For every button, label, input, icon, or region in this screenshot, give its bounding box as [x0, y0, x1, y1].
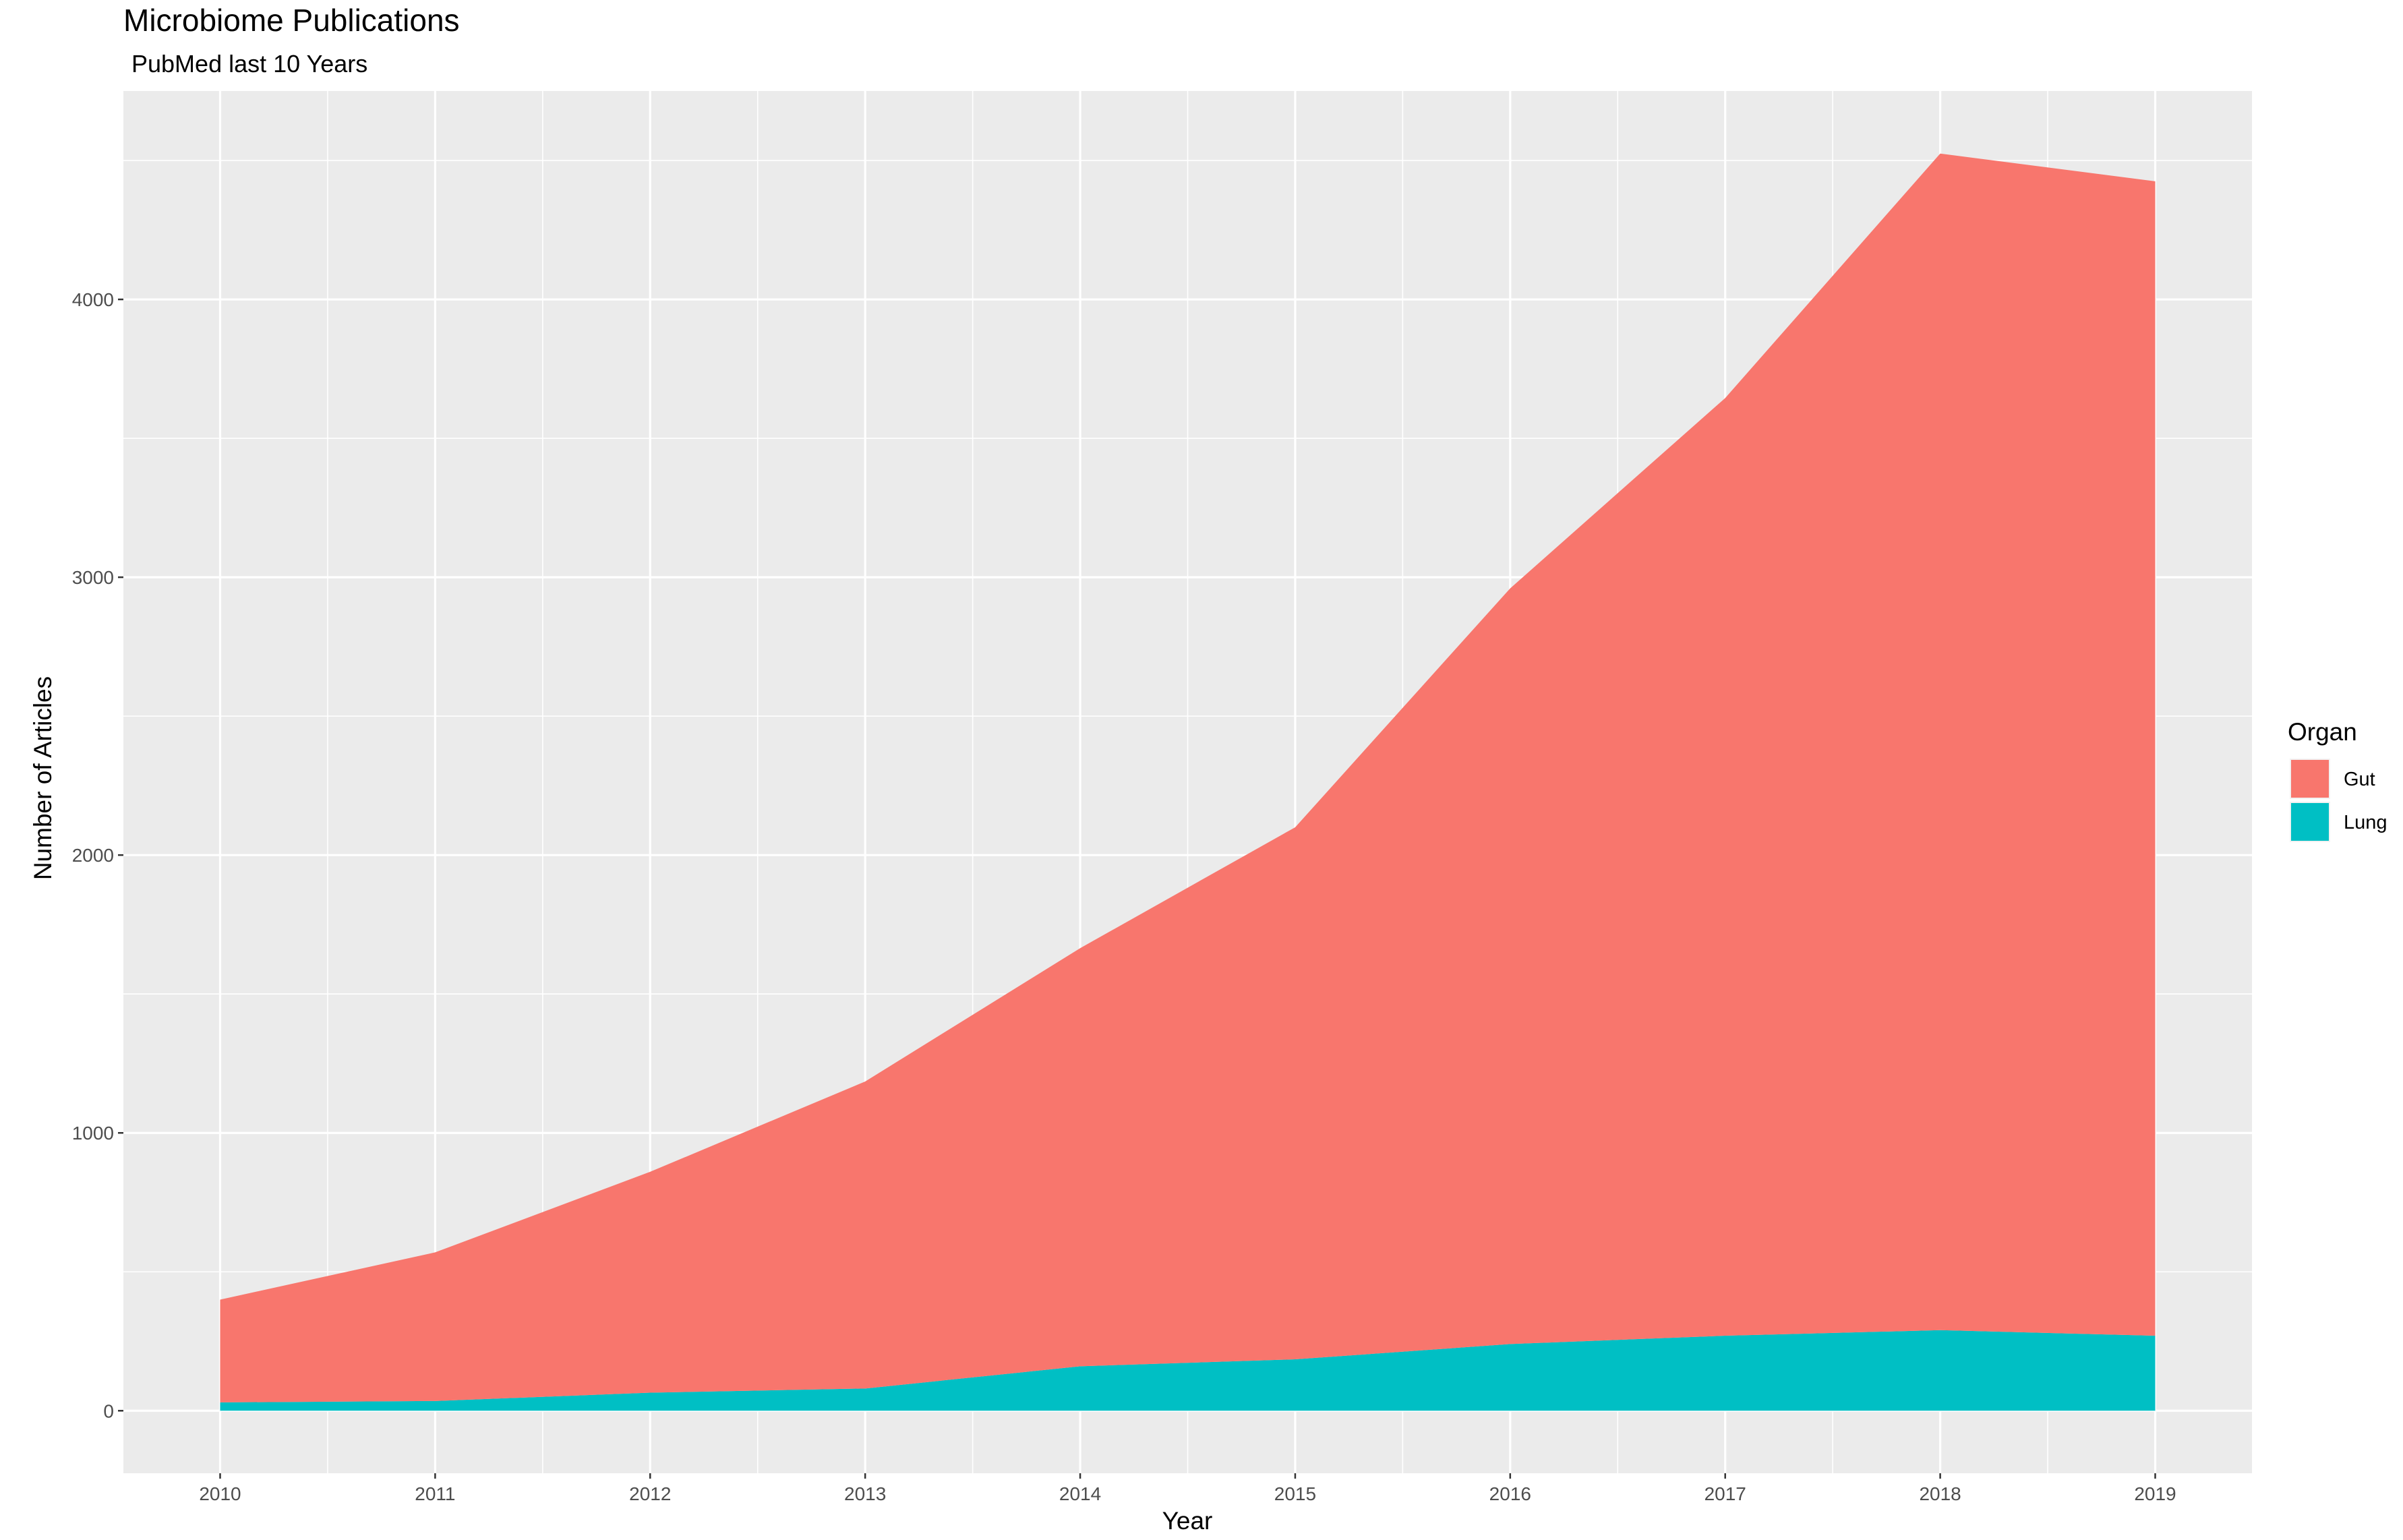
chart-title: Microbiome Publications — [123, 3, 460, 38]
x-tick-label: 2014 — [1059, 1483, 1101, 1504]
y-axis-title: Number of Articles — [29, 676, 57, 880]
y-tick-label: 1000 — [72, 1123, 114, 1144]
y-axis: 0 1000 2000 3000 4000 — [72, 289, 123, 1421]
x-tick-label: 2013 — [844, 1483, 886, 1504]
x-tick-label: 2018 — [1919, 1483, 1961, 1504]
x-axis-title: Year — [1162, 1507, 1213, 1535]
legend-label-lung: Lung — [2344, 812, 2387, 833]
x-tick-label: 2010 — [199, 1483, 241, 1504]
x-tick-label: 2016 — [1489, 1483, 1531, 1504]
y-tick-label: 4000 — [72, 289, 114, 310]
area-gut — [220, 153, 2156, 1402]
legend-swatch-gut — [2291, 760, 2329, 798]
legend-swatch-lung — [2291, 803, 2329, 841]
legend-title: Organ — [2288, 718, 2357, 746]
y-tick-label: 2000 — [72, 845, 114, 866]
x-tick-label: 2015 — [1274, 1483, 1316, 1504]
plot-panel — [123, 91, 2252, 1473]
x-axis: 2010 2011 2012 2013 2014 2015 2016 2017 2018 2019 — [199, 1473, 2176, 1504]
area-lung — [220, 1330, 2156, 1411]
legend: Organ Gut Lung — [2288, 718, 2387, 842]
x-tick-label: 2019 — [2134, 1483, 2176, 1504]
y-tick-label: 0 — [103, 1400, 114, 1421]
x-tick-label: 2011 — [415, 1483, 455, 1504]
chart-subtitle: PubMed last 10 Years — [131, 50, 367, 78]
x-tick-label: 2017 — [1704, 1483, 1746, 1504]
x-tick-label: 2012 — [629, 1483, 671, 1504]
legend-label-gut: Gut — [2344, 769, 2375, 790]
y-tick-label: 3000 — [72, 567, 114, 588]
